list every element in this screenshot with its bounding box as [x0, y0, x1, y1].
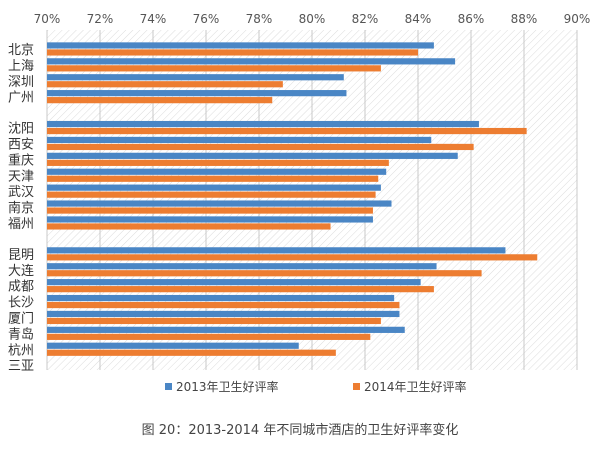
bar-chart: 70% 72% 74% 76% 78% 80% 82% 84% 86% 88% 90% 北京上海深圳… [8, 12, 591, 394]
bar-2014 [47, 143, 474, 151]
bar-2014 [47, 49, 418, 56]
bar-2013 [47, 263, 437, 270]
bar-2014 [47, 286, 434, 293]
category-label: 厦门 [8, 311, 34, 326]
category-label: 三亚 [8, 359, 34, 374]
bar-2013 [47, 200, 392, 207]
category-label: 重庆 [8, 152, 34, 168]
legend: 2013年卫生好评率 2014年卫生好评率 [165, 379, 467, 394]
bar-2013 [47, 136, 432, 144]
legend-swatch [353, 383, 360, 390]
bar-2014 [47, 191, 376, 198]
bar-2014 [47, 65, 381, 72]
category-label: 沈阳 [8, 122, 34, 137]
x-tick-label: 72% [87, 12, 114, 26]
x-tick-label: 80% [299, 12, 326, 26]
legend-swatch [165, 383, 172, 390]
category-label: 广州 [8, 91, 34, 106]
bar-2013 [47, 294, 395, 302]
category-label: 昆明 [8, 248, 34, 263]
bars [47, 42, 538, 356]
bar-2013 [47, 310, 400, 318]
x-tick-label: 86% [458, 12, 485, 26]
bar-2013 [47, 216, 373, 223]
figure-caption: 图 20：2013-2014 年不同城市酒店的卫生好评率变化 [141, 423, 459, 438]
bar-2014 [47, 270, 482, 277]
category-label: 深圳 [8, 75, 34, 90]
x-tick-label: 82% [352, 12, 379, 26]
x-tick-label: 84% [405, 12, 432, 26]
category-label: 大连 [8, 263, 34, 279]
bar-2013 [47, 279, 421, 286]
bar-2013 [47, 326, 405, 333]
bar-2014 [47, 81, 283, 88]
x-tick-label: 88% [511, 12, 538, 26]
category-label: 青岛 [8, 326, 34, 342]
legend-label: 2014年卫生好评率 [364, 379, 467, 394]
category-label: 上海 [8, 59, 34, 74]
x-tick-label: 74% [140, 12, 167, 26]
x-tick-label: 70% [34, 12, 61, 26]
bar-2013 [47, 74, 344, 81]
bar-2013 [47, 184, 381, 191]
bar-2013 [47, 90, 347, 97]
category-label: 南京 [8, 200, 34, 216]
bar-2013 [47, 342, 299, 349]
bar-2013 [47, 120, 479, 128]
bar-2014 [47, 175, 379, 182]
category-label: 杭州 [8, 343, 34, 358]
bar-2014 [47, 301, 400, 309]
x-tick-label: 76% [193, 12, 220, 26]
bar-2014 [47, 349, 336, 356]
bar-2013 [47, 247, 506, 254]
bar-2014 [47, 333, 371, 340]
category-label: 福州 [8, 217, 34, 232]
category-label: 成都 [8, 280, 34, 295]
bar-2014 [47, 207, 373, 214]
legend-label: 2013年卫生好评率 [176, 379, 279, 394]
category-label: 北京 [8, 43, 34, 58]
bar-2014 [47, 254, 538, 261]
bar-2014 [47, 223, 331, 230]
category-label: 长沙 [8, 296, 34, 311]
x-axis: 70% 72% 74% 76% 78% 80% 82% 84% 86% 88% 90% [34, 12, 591, 26]
x-tick-label: 90% [564, 12, 591, 26]
bar-2014 [47, 317, 381, 325]
bar-2013 [47, 168, 387, 175]
category-label: 西安 [8, 137, 34, 152]
category-label: 天津 [8, 169, 34, 184]
bar-2013 [47, 58, 456, 65]
bar-2013 [47, 42, 434, 49]
x-tick-label: 78% [246, 12, 273, 26]
bar-2013 [47, 152, 458, 159]
bar-2014 [47, 127, 527, 135]
bar-2014 [47, 97, 273, 104]
bar-2014 [47, 159, 389, 166]
category-label: 武汉 [8, 185, 34, 200]
